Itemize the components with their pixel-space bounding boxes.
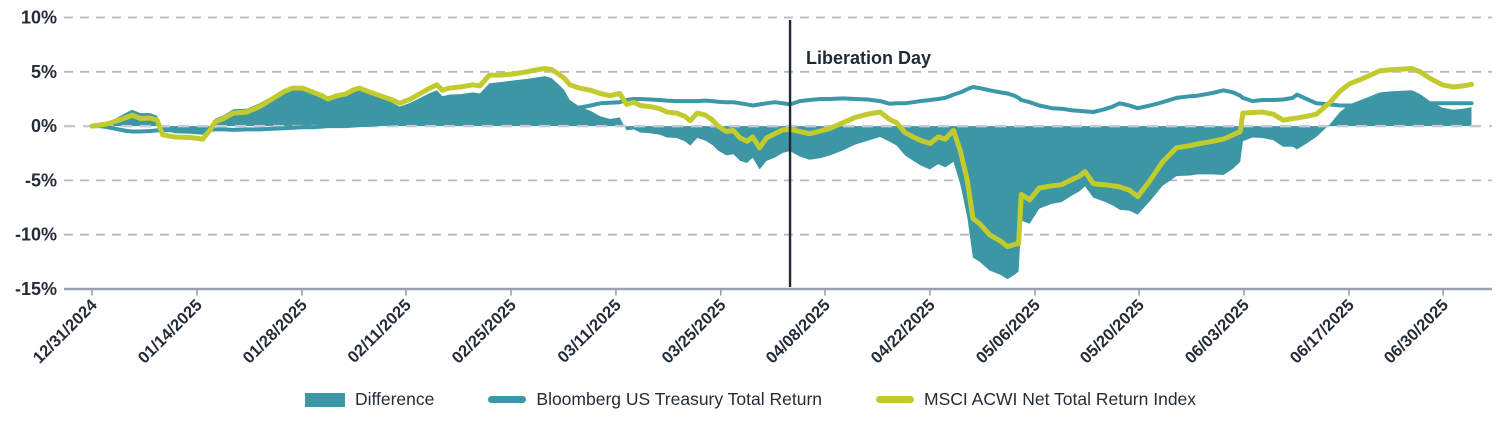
y-tick-label: 10%: [21, 8, 57, 28]
y-tick-label: 0%: [31, 116, 57, 136]
legend-item-difference: Difference: [304, 389, 435, 410]
x-tick-label: 06/17/2025: [1287, 296, 1358, 367]
legend-item-treasury: Bloomberg US Treasury Total Return: [488, 389, 822, 410]
y-tick-label: -5%: [25, 170, 57, 190]
x-tick-label: 06/03/2025: [1182, 296, 1253, 367]
y-tick-label: -15%: [15, 279, 57, 299]
legend-item-msci: MSCI ACWI Net Total Return Index: [876, 389, 1196, 410]
difference-area: [92, 76, 1472, 280]
x-tick-label: 06/30/2025: [1381, 296, 1452, 367]
x-tick-label: 03/11/2025: [554, 296, 624, 366]
x-tick-label: 12/31/2024: [30, 296, 102, 368]
msci-swatch: [876, 396, 915, 403]
y-tick-label: 5%: [31, 62, 57, 82]
treasury-line: [90, 85, 1474, 134]
x-tick-label: 03/25/2025: [658, 296, 729, 367]
y-tick-label: -10%: [15, 225, 57, 245]
legend-label-msci: MSCI ACWI Net Total Return Index: [924, 389, 1197, 409]
treasury-swatch: [488, 396, 527, 403]
x-tick-label: 04/08/2025: [763, 296, 834, 367]
x-tick-label: 01/28/2025: [240, 296, 311, 367]
x-tick-label: 02/11/2025: [344, 296, 414, 366]
x-tick-label: 05/20/2025: [1077, 296, 1148, 367]
liberation-day-label: Liberation Day: [806, 48, 932, 68]
difference-swatch: [304, 392, 345, 407]
x-tick-label: 05/06/2025: [973, 296, 1044, 367]
x-tick-label: 01/14/2025: [135, 296, 206, 367]
x-tick-label: 02/25/2025: [449, 296, 520, 367]
msci-line: [89, 66, 1474, 250]
legend-label-treasury: Bloomberg US Treasury Total Return: [536, 389, 823, 409]
chart-legend: Difference Bloomberg US Treasury Total R…: [0, 389, 1501, 410]
x-tick-label: 04/22/2025: [868, 296, 939, 367]
legend-label-difference: Difference: [354, 389, 435, 409]
